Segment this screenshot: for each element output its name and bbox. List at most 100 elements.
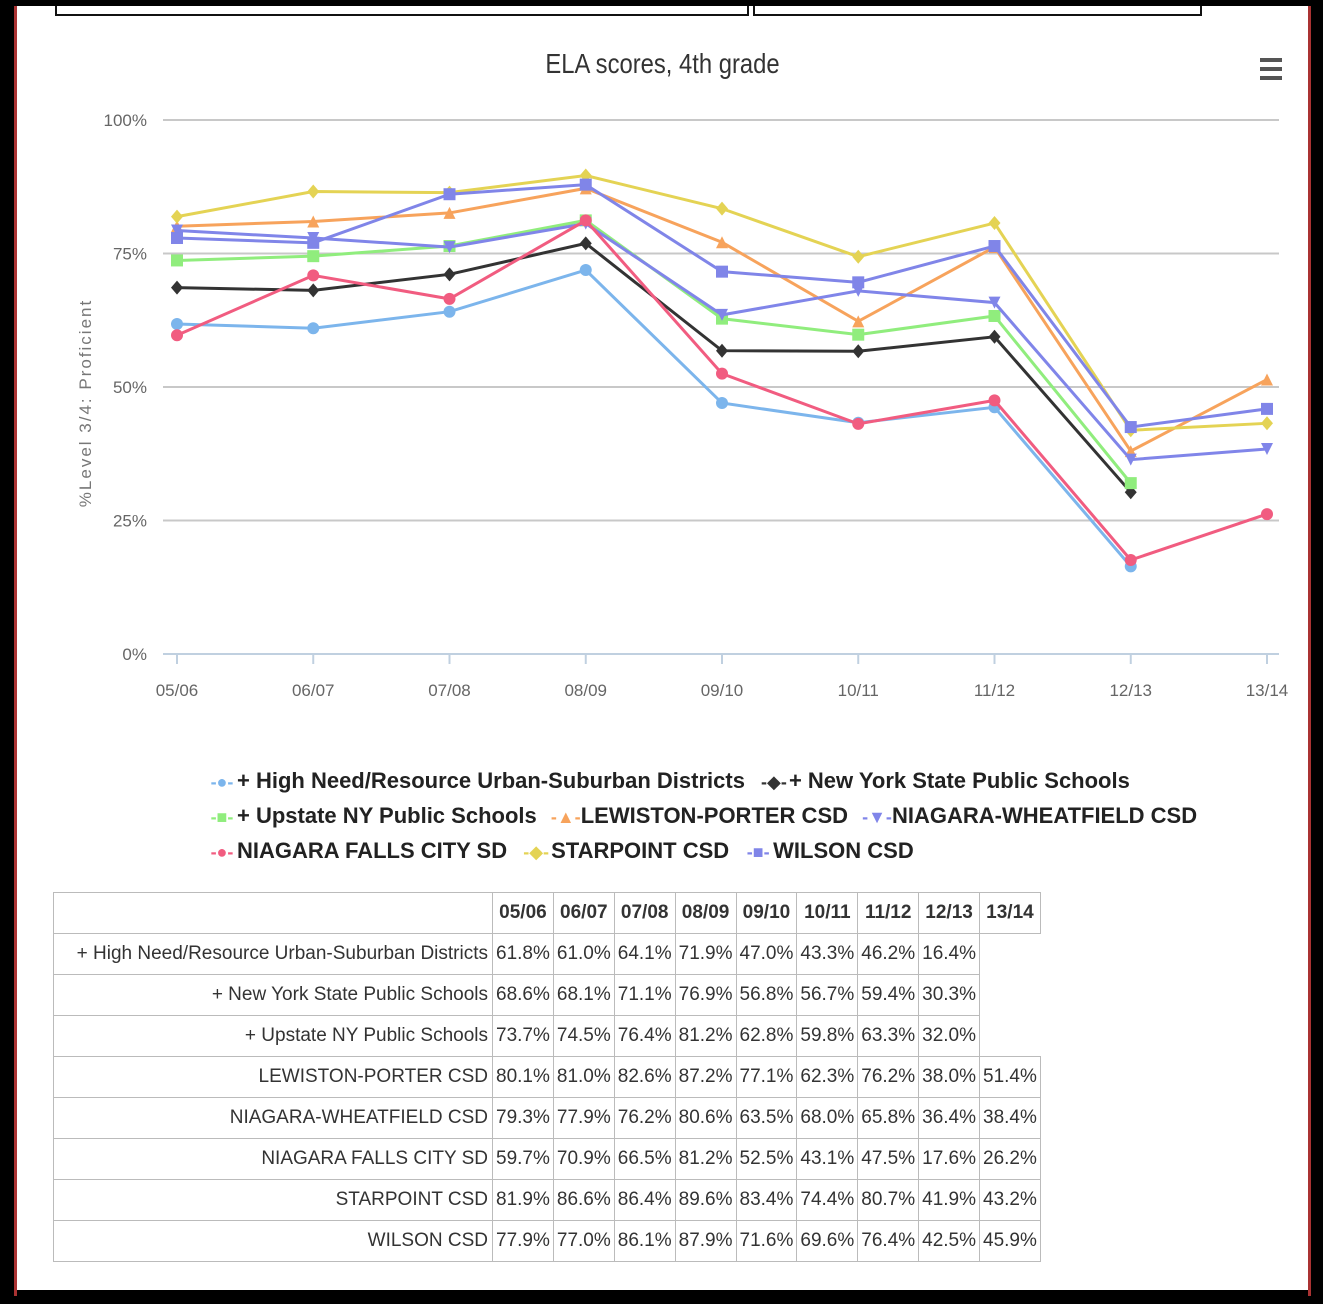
data-point [1261, 508, 1273, 521]
table-cell: 69.6% [796, 1220, 859, 1262]
table-cell: 61.8% [492, 933, 554, 975]
row-label: WILSON CSD [53, 1220, 493, 1262]
data-point [1261, 373, 1273, 386]
table-cell: 81.2% [674, 1015, 737, 1057]
table-cell: 76.4% [613, 1015, 676, 1057]
data-point [716, 236, 728, 249]
data-point [443, 188, 456, 201]
legend-label: NIAGARA-WHEATFIELD CSD [892, 803, 1198, 828]
x-tick-label: 12/13 [1109, 681, 1152, 700]
table-cell: 79.3% [492, 1097, 554, 1139]
table-cell: 56.8% [735, 974, 798, 1016]
table-cell: 52.5% [735, 1138, 798, 1180]
legend-label: NIAGARA FALLS CITY SD [237, 838, 508, 863]
table-row: + High Need/Resource Urban-Suburban Dist… [53, 933, 1041, 975]
table-cell: 38.0% [918, 1056, 980, 1098]
table-cell: 81.0% [552, 1056, 615, 1098]
table-cell: 68.6% [492, 974, 554, 1016]
table-header-cell: 13/14 [979, 892, 1041, 934]
table-cell: 41.9% [918, 1179, 980, 1221]
data-point [307, 322, 320, 335]
legend-item[interactable]: -▲-LEWISTON-PORTER CSD [551, 799, 848, 834]
hamburger-menu-icon[interactable] [1260, 58, 1282, 82]
legend-item[interactable]: -◆-STARPOINT CSD [521, 834, 729, 869]
legend-item[interactable]: -■- WILSON CSD [743, 834, 914, 869]
table-row: STARPOINT CSD 81.9% 86.6% 86.4% 89.6% 83.4% 74… [53, 1179, 1041, 1221]
row-label: + High Need/Resource Urban-Suburban Dist… [53, 933, 493, 975]
data-point [307, 283, 320, 298]
data-point [171, 280, 183, 295]
table-cell: 71.9% [674, 933, 737, 975]
data-point [307, 184, 320, 199]
table-cell: 89.6% [674, 1179, 737, 1221]
table-cell: 63.3% [857, 1015, 920, 1057]
legend-marker-icon: -■- [210, 807, 234, 827]
legend-label: WILSON CSD [773, 838, 914, 863]
legend-label: LEWISTON-PORTER CSD [580, 803, 848, 828]
series-line-4 [176, 222, 1268, 462]
data-point [307, 215, 320, 228]
data-point [716, 201, 728, 216]
table-cell: 59.4% [857, 974, 920, 1016]
legend-item[interactable]: -▼-NIAGARA-WHEATFIELD CSD [862, 799, 1197, 834]
data-point [988, 296, 1001, 309]
table-row: LEWISTON-PORTER CSD 80.1% 81.0% 82.6% 87.2% 7… [53, 1056, 1041, 1098]
legend-item[interactable]: -◆-+ New York State Public Schools [759, 764, 1130, 799]
table-header-cell: 10/11 [796, 892, 859, 934]
x-tick-label: 08/09 [564, 681, 607, 700]
table-cell: 70.9% [552, 1138, 615, 1180]
table-cell: 63.5% [735, 1097, 798, 1139]
data-point [716, 397, 728, 410]
table-cell: 38.4% [979, 1097, 1041, 1139]
table-header-cell: 12/13 [918, 892, 980, 934]
legend-row: -■- + Upstate NY Public Schools -▲-LEWISTO… [207, 799, 1198, 834]
row-label: NIAGARA-WHEATFIELD CSD [53, 1097, 493, 1139]
table-corner-cell [53, 892, 493, 934]
x-tick-label: 10/11 [838, 681, 879, 700]
x-tick-label: 11/12 [974, 681, 1015, 700]
x-tick-label: 05/06 [156, 681, 199, 700]
data-point [579, 178, 592, 191]
data-point [171, 317, 183, 330]
legend-item[interactable]: -●- + High Need/Resource Urban-Suburban D… [207, 764, 745, 799]
legend-marker-icon: -▲- [550, 807, 581, 827]
series-line-1 [176, 241, 1132, 494]
data-point [1124, 421, 1137, 434]
legend-marker-icon: -●- [210, 842, 234, 862]
table-cell: 81.2% [674, 1138, 737, 1180]
legend-item[interactable]: -■- + Upstate NY Public Schools [207, 799, 537, 834]
row-label: + Upstate NY Public Schools [53, 1015, 493, 1057]
top-bar-left [55, 6, 749, 16]
table-cell: 73.7% [492, 1015, 554, 1057]
table-cell: 51.4% [979, 1056, 1041, 1098]
data-point [307, 236, 320, 249]
legend-label: STARPOINT CSD [551, 838, 730, 863]
legend-marker-icon: -●- [210, 772, 234, 792]
table-cell: 80.7% [857, 1179, 920, 1221]
table-cell: 86.1% [613, 1220, 676, 1262]
chart-legend: -●- + High Need/Resource Urban-Suburban D… [207, 764, 1198, 869]
table-cell: 74.5% [552, 1015, 615, 1057]
legend-item[interactable]: -●- NIAGARA FALLS CITY SD [207, 834, 508, 869]
table-cell: 74.4% [796, 1179, 859, 1221]
window-top-bars [17, 6, 1308, 20]
data-point [171, 329, 183, 342]
table-cell: 71.6% [735, 1220, 798, 1262]
row-label: NIAGARA FALLS CITY SD [53, 1138, 493, 1180]
table-cell: 86.4% [613, 1179, 676, 1221]
chart-container: 0% 25% 50% 75% 100% 05/06 06/07 07/08 08/09 09/10… [14, 6, 1311, 1296]
table-cell: 56.7% [796, 974, 859, 1016]
table-cell: 77.0% [552, 1220, 615, 1262]
series-line-2 [176, 218, 1132, 485]
data-point [852, 315, 865, 328]
table-cell: 76.2% [613, 1097, 676, 1139]
table-cell: 80.6% [674, 1097, 737, 1139]
table-cell: 16.4% [918, 933, 980, 975]
table-cell: 76.2% [857, 1056, 920, 1098]
data-point [1124, 477, 1137, 490]
table-cell: 43.3% [796, 933, 859, 975]
data-point [988, 394, 1001, 407]
data-point [852, 249, 865, 264]
table-cell: 61.0% [552, 933, 615, 975]
x-tick-label: 07/08 [428, 681, 471, 700]
